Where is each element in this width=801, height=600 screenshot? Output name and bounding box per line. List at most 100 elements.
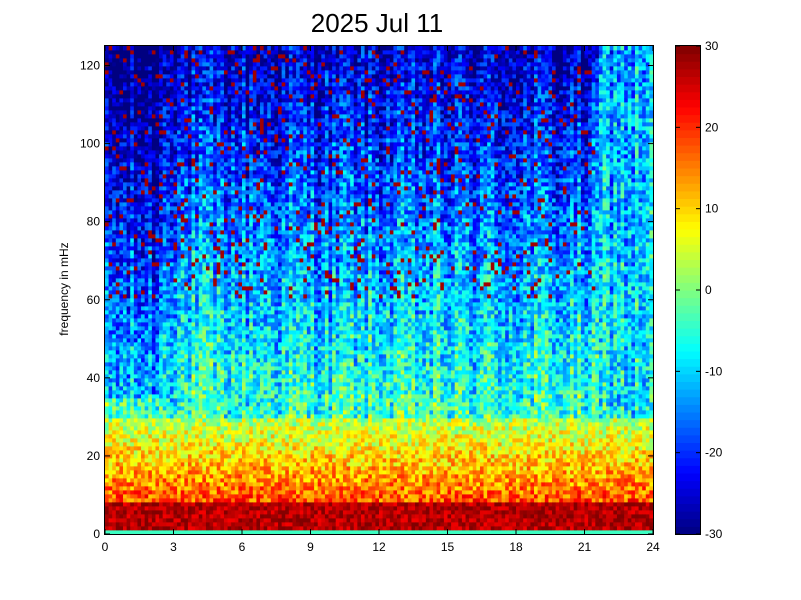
heatmap-cell <box>213 302 218 307</box>
heatmap-cell <box>242 362 247 367</box>
heatmap-cell <box>130 362 135 367</box>
heatmap-cell <box>202 414 207 419</box>
heatmap-cell <box>169 354 174 359</box>
heatmap-cell <box>148 502 153 507</box>
heatmap-cell <box>162 282 167 287</box>
heatmap-cell <box>187 530 192 535</box>
heatmap-cell <box>231 430 236 435</box>
heatmap-cell <box>220 426 225 431</box>
heatmap-cell <box>238 86 243 91</box>
heatmap-cell <box>242 498 247 503</box>
heatmap-cell <box>245 386 250 391</box>
heatmap-cell <box>173 478 178 483</box>
heatmap-cell <box>108 118 113 123</box>
heatmap-cell <box>234 130 239 135</box>
heatmap-cell <box>209 522 214 527</box>
heatmap-cell <box>191 434 196 439</box>
heatmap-cell <box>173 114 178 119</box>
heatmap-cell <box>151 158 156 163</box>
heatmap-cell <box>177 130 182 135</box>
heatmap-cell <box>245 282 250 287</box>
heatmap-cell <box>234 502 239 507</box>
heatmap-cell <box>137 418 142 423</box>
heatmap-cell <box>169 442 174 447</box>
heatmap-cell <box>242 410 247 415</box>
heatmap-cell <box>126 454 131 459</box>
heatmap-cell <box>130 46 135 51</box>
heatmap-cell <box>119 446 124 451</box>
heatmap-cell <box>159 230 164 235</box>
heatmap-cell <box>137 110 142 115</box>
heatmap-cell <box>177 134 182 139</box>
heatmap-cell <box>155 426 160 431</box>
heatmap-cell <box>141 242 146 247</box>
heatmap-cell <box>115 290 120 295</box>
heatmap-cell <box>126 150 131 155</box>
heatmap-cell <box>180 390 185 395</box>
heatmap-cell <box>173 426 178 431</box>
heatmap-cell <box>112 426 117 431</box>
heatmap-cell <box>205 50 210 55</box>
heatmap-cell <box>191 298 196 303</box>
heatmap-cell <box>126 90 131 95</box>
heatmap-cell <box>173 194 178 199</box>
heatmap-cell <box>187 442 192 447</box>
heatmap-cell <box>137 414 142 419</box>
heatmap-cell <box>112 242 117 247</box>
heatmap-cell <box>162 222 167 227</box>
heatmap-cell <box>169 326 174 331</box>
heatmap-cell <box>238 366 243 371</box>
heatmap-cell <box>223 470 228 475</box>
heatmap-cell <box>141 218 146 223</box>
heatmap-cell <box>173 222 178 227</box>
heatmap-cell <box>112 170 117 175</box>
heatmap-cell <box>148 346 153 351</box>
heatmap-cell <box>184 230 189 235</box>
heatmap-cell <box>141 502 146 507</box>
heatmap-cell <box>223 202 228 207</box>
heatmap-cell <box>133 286 138 291</box>
heatmap-cell <box>173 106 178 111</box>
heatmap-cell <box>198 298 203 303</box>
heatmap-cell <box>162 322 167 327</box>
heatmap-cell <box>220 398 225 403</box>
heatmap-cell <box>130 50 135 55</box>
heatmap-cell <box>166 210 171 215</box>
heatmap-cell <box>216 138 221 143</box>
heatmap-cell <box>245 490 250 495</box>
heatmap-cell <box>144 122 149 127</box>
heatmap-cell <box>187 90 192 95</box>
heatmap-cell <box>187 86 192 91</box>
heatmap-cell <box>119 230 124 235</box>
heatmap-cell <box>148 486 153 491</box>
heatmap-cell <box>169 494 174 499</box>
heatmap-cell <box>220 342 225 347</box>
heatmap-cell <box>213 130 218 135</box>
heatmap-cell <box>166 482 171 487</box>
heatmap-cell <box>169 54 174 59</box>
heatmap-cell <box>187 282 192 287</box>
heatmap-cell <box>115 434 120 439</box>
heatmap-cell <box>130 234 135 239</box>
heatmap-cell <box>159 70 164 75</box>
heatmap-cell <box>155 514 160 519</box>
heatmap-cell <box>112 190 117 195</box>
heatmap-cell <box>173 446 178 451</box>
heatmap-cell <box>242 106 247 111</box>
heatmap-cell <box>141 298 146 303</box>
heatmap-cell <box>220 274 225 279</box>
heatmap-cell <box>227 498 232 503</box>
heatmap-cell <box>133 342 138 347</box>
heatmap-cell <box>141 46 146 51</box>
heatmap-cell <box>105 418 110 423</box>
heatmap-cell <box>166 306 171 311</box>
heatmap-cell <box>108 310 113 315</box>
heatmap-cell <box>234 450 239 455</box>
heatmap-cell <box>141 98 146 103</box>
heatmap-cell <box>141 62 146 67</box>
heatmap-cell <box>108 290 113 295</box>
heatmap-cell <box>148 266 153 271</box>
heatmap-cell <box>220 226 225 231</box>
heatmap-cell <box>151 490 156 495</box>
heatmap-cell <box>133 118 138 123</box>
